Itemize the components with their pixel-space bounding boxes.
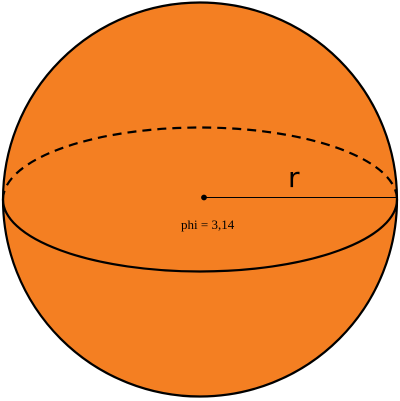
- center-point: [202, 195, 207, 200]
- formula-label: phi = 3,14: [181, 217, 235, 232]
- sphere-outline: [3, 3, 397, 397]
- radius-label: r: [288, 161, 300, 194]
